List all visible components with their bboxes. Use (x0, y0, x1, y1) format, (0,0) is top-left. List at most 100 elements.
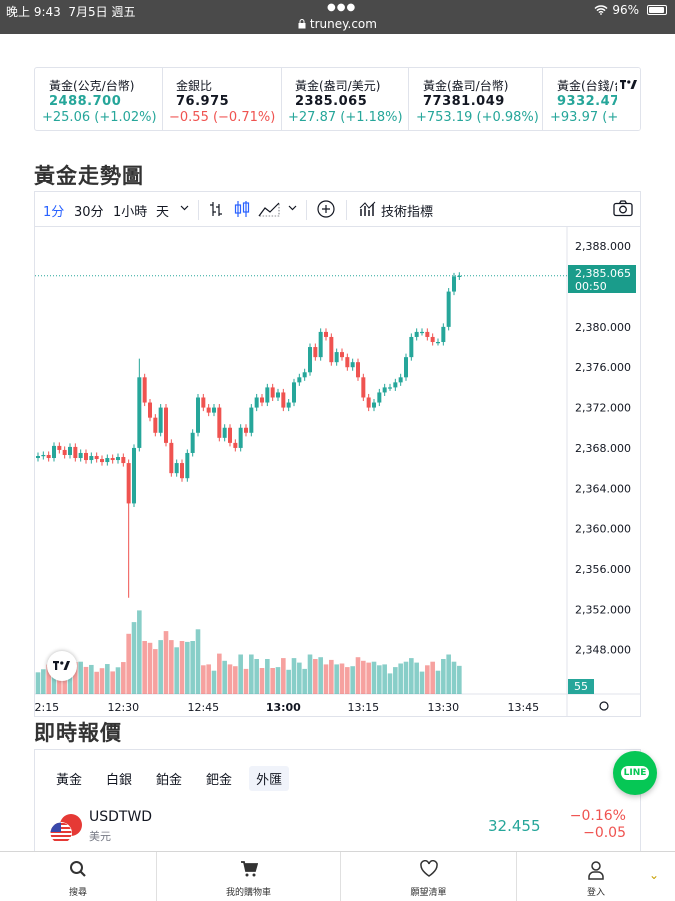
interval-1m-button[interactable]: 1分 (43, 205, 65, 220)
candle-style-icon[interactable] (234, 200, 250, 218)
volume-bar (174, 647, 179, 694)
chart-widget[interactable]: 1分 30分 1小時 天 技術指標 2,388.0002,384.0002,38… (34, 191, 641, 717)
volume-bar (254, 659, 259, 694)
volume-bar (265, 659, 270, 694)
candle-body (57, 445, 62, 450)
candle-body (308, 347, 312, 373)
candle-body (94, 456, 99, 460)
volume-bar (313, 659, 318, 694)
volume-bar (270, 668, 275, 694)
candle-body (260, 397, 264, 403)
volume-bar (51, 666, 57, 694)
volume-bar (35, 672, 41, 694)
tab-platinum[interactable]: 鉑金 (156, 773, 183, 788)
tab-forex[interactable]: 外匯 (249, 766, 290, 791)
bar-style-icon[interactable] (209, 201, 223, 217)
indicators-icon[interactable] (359, 200, 377, 218)
quote-row[interactable]: USDTWD 美元 32.455 −0.16% −0.05 (35, 804, 640, 854)
volume-bar (302, 668, 307, 694)
volume-bar (249, 654, 254, 694)
tradingview-logo-icon[interactable] (47, 651, 77, 681)
interval-1h-button[interactable]: 1小時 (113, 205, 148, 220)
chevron-down-icon[interactable]: ⌄ (649, 868, 660, 882)
nav-wishlist[interactable]: 願望清單 (341, 852, 517, 901)
status-date: 7月5日 週五 (68, 5, 136, 19)
axis-settings-icon (599, 701, 609, 711)
candle-body (100, 459, 104, 463)
candle-body (409, 336, 414, 358)
volume-bar (435, 670, 441, 694)
volume-bar (291, 658, 297, 694)
ticker-item[interactable]: 黃金(公克/台幣) 2488.700 +25.06 (+1.02%) (35, 68, 163, 130)
volume-bar (286, 669, 291, 694)
volume-bar (329, 659, 334, 694)
ticker-item[interactable]: 黃金(台錢/台 9332.475 +93.97 (+1.02 (543, 68, 640, 130)
camera-icon[interactable] (613, 200, 633, 217)
volume-bar (153, 649, 158, 694)
ticker-change: +25.06 (+1.02%) (42, 110, 157, 125)
candle-body (148, 402, 152, 418)
chevron-down-icon[interactable] (288, 205, 297, 211)
tab-dots-icon[interactable]: ●●● (327, 2, 357, 13)
candle-body (372, 402, 376, 408)
ticker-item[interactable]: 黃金(盎司/美元) 2385.065 +27.87 (+1.18%) (282, 68, 409, 130)
ticker-name: 黃金(台錢/台 (557, 79, 626, 93)
quote-change: −0.05 (583, 825, 626, 841)
volume-bar (377, 665, 382, 694)
nav-login[interactable]: 登入 (517, 852, 675, 901)
candle-body (116, 457, 120, 461)
volume-bar (201, 665, 206, 694)
volume-bar (403, 661, 409, 694)
ticker-price: 76.975 (176, 94, 230, 109)
candle-body (297, 377, 302, 383)
nav-label: 願望清單 (410, 888, 447, 898)
last-price-tag: 2,385.065 00:50 (568, 265, 636, 293)
volume-bar (275, 667, 281, 694)
volume-bar (131, 622, 137, 694)
volume-bar (393, 667, 398, 694)
nav-cart[interactable]: 我的購物車 (157, 852, 341, 901)
area-style-icon[interactable] (258, 201, 280, 217)
indicators-button[interactable]: 技術指標 (381, 205, 434, 220)
candle-body (340, 352, 344, 358)
candle-body (206, 407, 211, 413)
url-text: truney.com (309, 17, 377, 31)
candle-body (452, 276, 456, 292)
interval-day-button[interactable]: 天 (156, 205, 170, 220)
candle-body (366, 397, 371, 408)
volume-bar (414, 662, 419, 694)
tab-gold[interactable]: 黃金 (56, 773, 83, 788)
add-icon[interactable] (317, 200, 335, 218)
ticker-item[interactable]: 金銀比 76.975 −0.55 (−0.71%) (163, 68, 282, 130)
y-tick-label: 2,368.000 (575, 442, 631, 455)
nav-label: 登入 (586, 888, 605, 898)
address-bar[interactable]: truney.com (0, 17, 675, 31)
tab-silver[interactable]: 白銀 (106, 773, 133, 788)
line-chat-button[interactable]: LINE (613, 751, 657, 795)
candle-body (249, 407, 254, 433)
status-bar: 晚上 9:43 7月5日 週五 ●●● truney.com 96% (0, 0, 675, 34)
volume-bar (163, 631, 169, 694)
cart-icon (240, 861, 258, 877)
volume-tag: 55 (568, 679, 594, 694)
chevron-down-icon[interactable] (180, 205, 189, 211)
candlestick-chart[interactable]: 2,388.0002,384.0002,380.0002,376.0002,37… (35, 227, 640, 716)
volume-bar (387, 673, 393, 694)
candle-body (276, 392, 280, 398)
quote-symbol: USDTWD (89, 809, 153, 825)
y-tick-label: 2,376.000 (575, 361, 631, 374)
quote-change-pct: −0.16% (569, 808, 626, 824)
candle-body (212, 407, 216, 413)
nav-label: 我的購物車 (225, 888, 271, 898)
ticker-item[interactable]: 黃金(盎司/台幣) 77381.049 +753.19 (+0.98%) (409, 68, 543, 130)
volume-bar (46, 664, 51, 694)
candle-body (89, 456, 94, 461)
interval-30m-button[interactable]: 30分 (74, 205, 104, 220)
candle-body (345, 357, 350, 368)
tab-palladium[interactable]: 鈀金 (206, 773, 233, 788)
candle-body (217, 407, 222, 438)
candle-body (180, 463, 184, 479)
chart-section-title: 黃金走勢圖 (34, 164, 144, 188)
candle-body (137, 377, 142, 448)
nav-search[interactable]: 搜尋 (0, 852, 157, 901)
